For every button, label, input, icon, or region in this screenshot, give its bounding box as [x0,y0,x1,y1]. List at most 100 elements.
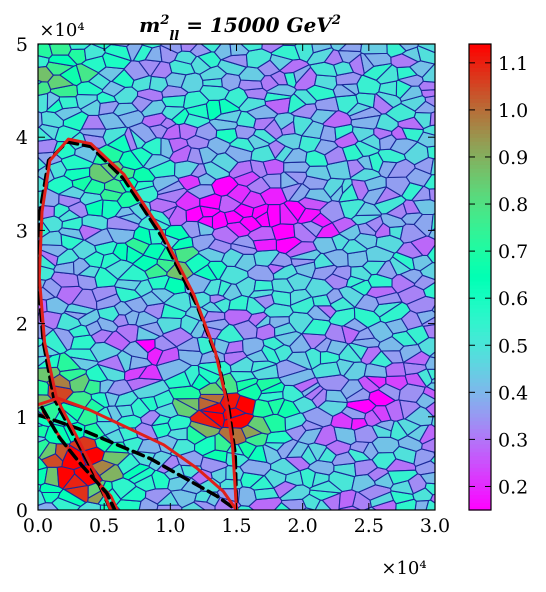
x-axis: 0.0 0.5 1.0 1.5 2.0 2.5 3.0 [23,44,450,537]
colorbar-segment [469,129,491,134]
colorbar-segment [469,389,491,395]
colorbar-segment [469,502,491,507]
colorbar-segment [469,455,491,461]
voronoi-cell [294,44,314,63]
voronoi-cell [430,414,435,428]
voronoi-cell [429,351,435,359]
colorbar-segment [469,475,491,480]
colorbar-segment [469,397,491,402]
voronoi-cell [301,381,321,398]
colorbar-segment [469,75,491,80]
colorbar-segment [469,156,491,162]
voronoi-cells [0,0,487,557]
voronoi-cell [180,44,198,53]
colorbar-segment [469,280,491,286]
colorbar-segment [469,277,491,282]
voronoi-cell [355,92,376,108]
voronoi-cell [445,430,463,449]
y-tick-label: 3 [16,220,28,242]
y-tick-label: 2 [16,314,28,336]
colorbar-segment [469,137,491,142]
voronoi-cell [436,36,454,48]
voronoi-cell [38,379,50,396]
voronoi-cell [425,400,435,417]
y-tick-label: 4 [16,127,28,149]
voronoi-cell [1,262,36,279]
voronoi-cell [433,451,435,457]
colorbar-segment [469,106,491,111]
colorbar-segment [469,44,491,49]
colorbar-segment [469,195,491,200]
colorbar-tick-label: 1.0 [498,100,528,122]
voronoi-cell [156,504,183,510]
voronoi-cell [348,0,403,37]
voronoi-cell [90,329,114,344]
colorbar-segment [469,110,491,115]
colorbar-segment [469,350,491,356]
colorbar-segment [469,498,491,503]
voronoi-cell [437,257,453,272]
voronoi-cell [429,110,435,127]
voronoi-cell [443,192,465,211]
colorbar-segment [469,284,491,290]
voronoi-cell [0,361,29,405]
colorbar-segment [469,218,491,224]
colorbar-segment [469,354,491,360]
voronoi-cell [263,468,287,489]
colorbar-segment [469,327,491,332]
voronoi-cell [349,0,382,42]
colorbar-segment [469,370,491,375]
colorbar-segment [469,90,491,96]
colorbar-segment [469,121,491,127]
colorbar-tick-label: 0.8 [498,194,528,216]
voronoi-cell [0,362,37,381]
voronoi-cell [418,80,435,91]
colorbar-segment [469,311,491,317]
colorbar-segment [469,82,491,88]
voronoi-cell [260,381,286,395]
colorbar-segment [469,315,491,321]
voronoi-cell [422,323,435,339]
voronoi-cell [382,14,406,41]
colorbar-segment [469,168,491,173]
colorbar-segment [469,440,491,445]
colorbar-segment [469,405,491,410]
voronoi-cell [257,513,284,557]
colorbar-segment [469,269,491,274]
colorbar-segment [469,133,491,138]
voronoi-cell [261,44,284,54]
voronoi-cell [348,53,365,76]
voronoi-cell [386,44,407,58]
colorbar-segment [469,187,491,193]
voronoi-cell [429,455,435,465]
voronoi-cell [48,44,72,56]
voronoi-cell [358,44,364,46]
voronoi-cell [0,347,33,364]
colorbar-segment [469,148,491,154]
colorbar-segment [469,432,491,437]
voronoi-cell [109,19,128,41]
colorbar-segment [469,210,491,216]
colorbar-segment [469,51,491,57]
colorbar-segment [469,412,491,418]
voronoi-cell [160,44,183,54]
colorbar-segment [469,459,491,464]
colorbar-segment [469,374,491,379]
voronoi-cell [426,0,487,40]
colorbar-segment [469,490,491,496]
contour-dashed-black [40,405,117,510]
x-tick-label: 0.5 [89,515,119,537]
colorbar-segment [469,416,491,422]
voronoi-cell [127,466,156,485]
colorbar-segment [469,300,491,305]
colorbar-segment [469,265,491,270]
voronoi-cell [14,71,36,85]
colorbar-segment [469,482,491,488]
voronoi-cell [424,356,435,370]
colorbar-tick-label: 0.5 [498,335,528,357]
y-tick-label: 5 [16,34,28,56]
voronoi-cell [428,188,435,203]
voronoi-cell [38,154,39,159]
voronoi-cell [115,499,142,510]
